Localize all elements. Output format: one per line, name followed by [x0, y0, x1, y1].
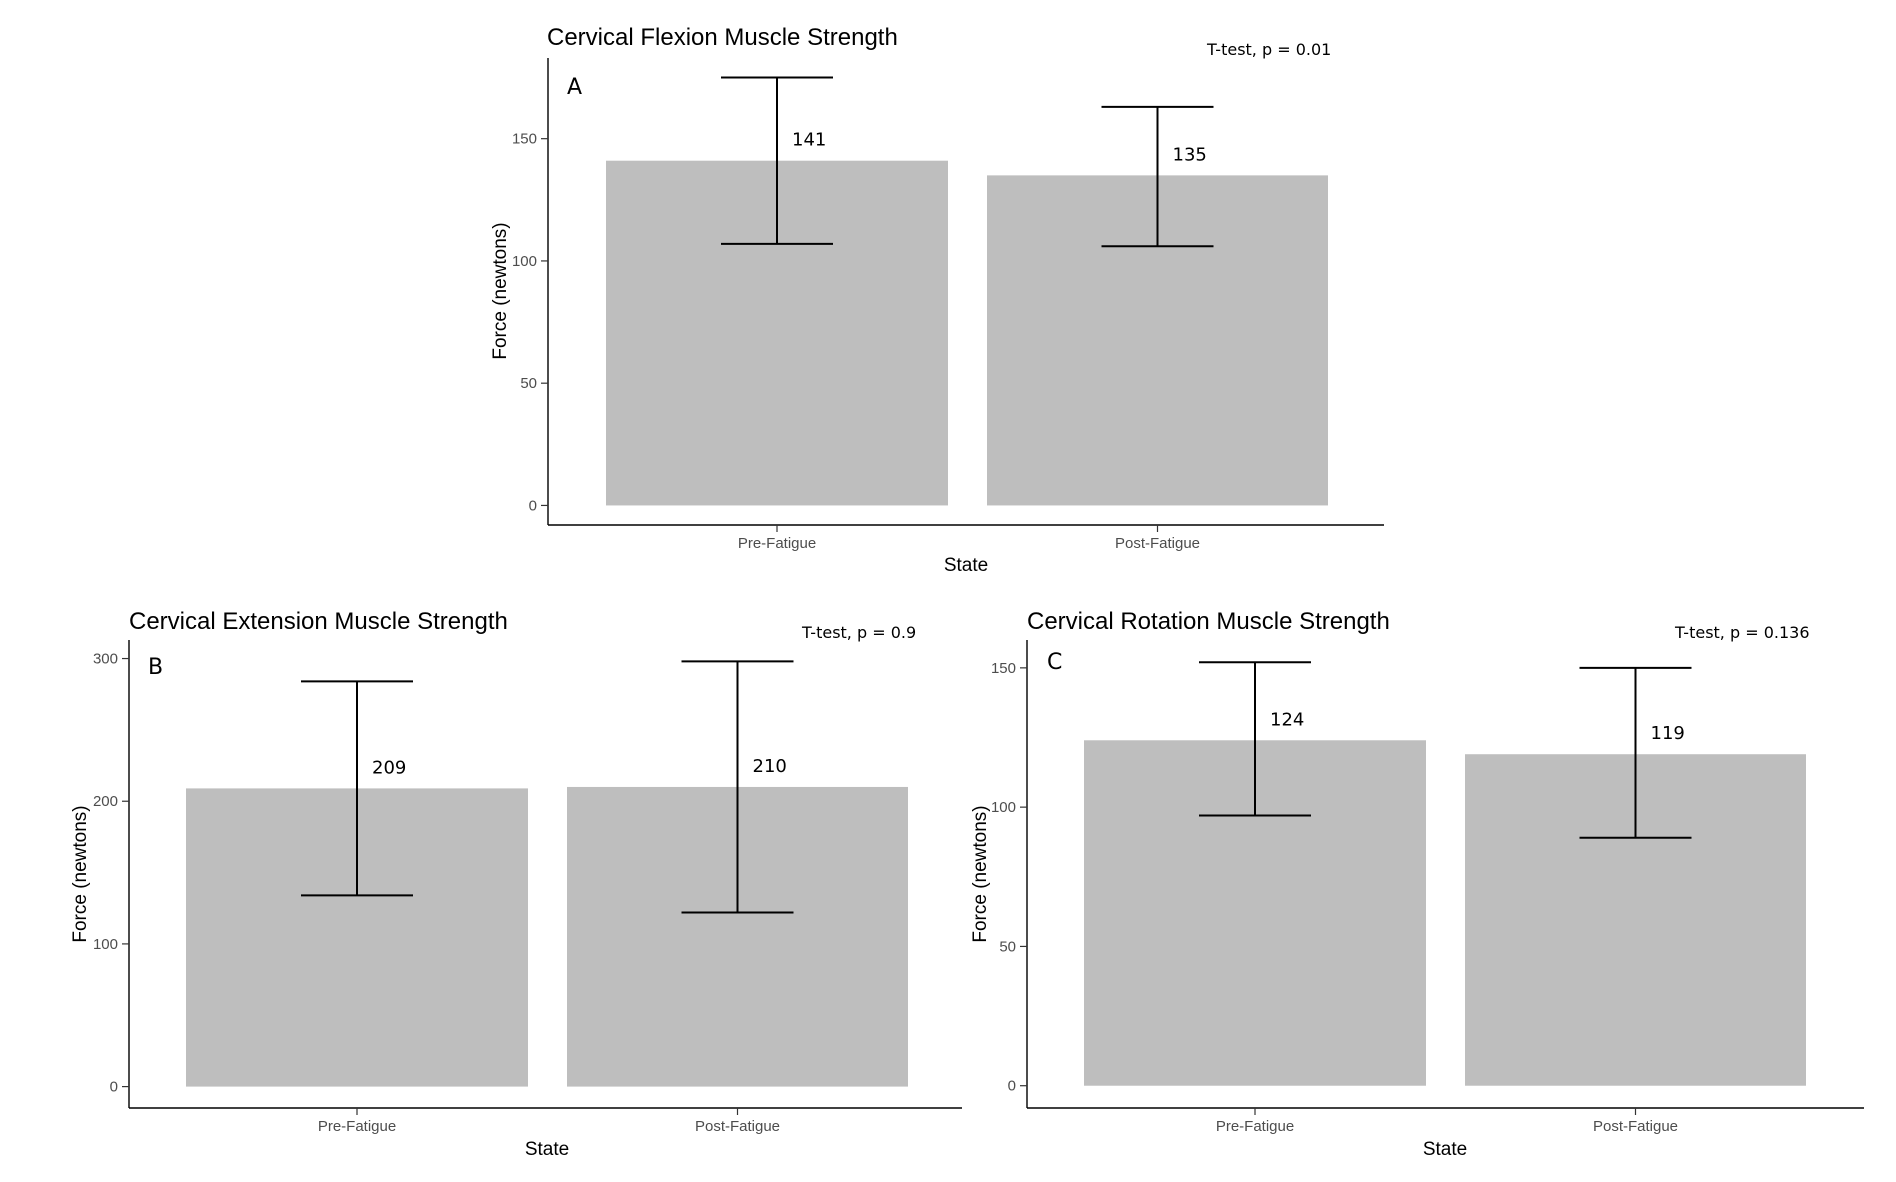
chart-title: Cervical Flexion Muscle Strength: [547, 24, 898, 51]
data-label: 210: [753, 756, 787, 777]
x-tick-label: Post-Fatigue: [695, 1118, 780, 1135]
panel-letter: B: [148, 655, 163, 680]
data-label: 119: [1651, 723, 1685, 744]
y-tick-label: 0: [110, 1079, 118, 1096]
chart-title: Cervical Rotation Muscle Strength: [1027, 608, 1390, 635]
chart-title: Cervical Extension Muscle Strength: [129, 608, 508, 635]
data-label: 135: [1173, 144, 1207, 165]
y-axis-label: Force (newtons): [490, 222, 511, 359]
y-tick-label: 100: [512, 253, 537, 270]
y-axis-label: Force (newtons): [70, 805, 91, 942]
y-tick-label: 150: [991, 660, 1016, 677]
data-label: 141: [792, 130, 826, 151]
y-tick-label: 100: [991, 799, 1016, 816]
t-test-annotation: T-test, p = 0.9: [801, 623, 916, 642]
y-tick-label: 50: [999, 938, 1016, 955]
panel-letter: A: [567, 75, 582, 100]
x-axis-label: State: [525, 1139, 569, 1160]
y-tick-label: 50: [520, 375, 537, 392]
panel-b-extension: Cervical Extension Muscle Strength T-tes…: [70, 608, 962, 1160]
panel-a-flexion: Cervical Flexion Muscle Strength T-test,…: [490, 24, 1384, 576]
y-axis-label: Force (newtons): [970, 805, 991, 942]
x-tick-label: Pre-Fatigue: [318, 1118, 396, 1135]
t-test-annotation: T-test, p = 0.01: [1206, 40, 1331, 59]
x-tick-label: Post-Fatigue: [1593, 1118, 1678, 1135]
panel-c-rotation: Cervical Rotation Muscle Strength T-test…: [970, 608, 1864, 1160]
y-tick-label: 100: [93, 936, 118, 953]
y-tick-label: 0: [1008, 1078, 1016, 1095]
x-axis-label: State: [1423, 1139, 1467, 1160]
data-label: 124: [1270, 709, 1304, 730]
y-tick-label: 300: [93, 651, 118, 668]
y-tick-label: 200: [93, 793, 118, 810]
x-tick-label: Pre-Fatigue: [738, 535, 816, 552]
x-axis-label: State: [944, 555, 988, 576]
t-test-annotation: T-test, p = 0.136: [1674, 623, 1810, 642]
x-tick-label: Post-Fatigue: [1115, 535, 1200, 552]
y-tick-label: 0: [529, 497, 537, 514]
data-label: 209: [372, 757, 406, 778]
y-tick-label: 150: [512, 131, 537, 148]
panel-letter: C: [1047, 650, 1062, 675]
x-tick-label: Pre-Fatigue: [1216, 1118, 1294, 1135]
